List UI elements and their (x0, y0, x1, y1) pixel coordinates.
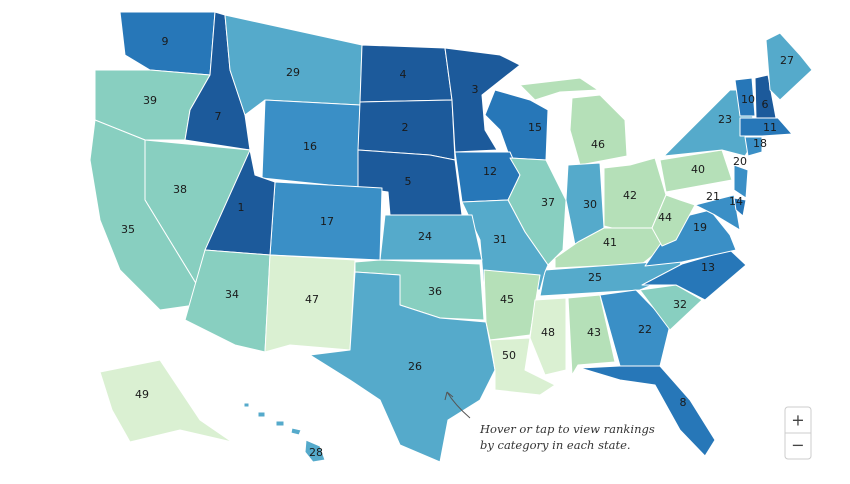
state[interactable] (519, 77, 628, 166)
state[interactable] (269, 181, 383, 261)
state[interactable] (264, 254, 356, 353)
state[interactable] (309, 271, 496, 463)
state[interactable] (89, 119, 201, 311)
state[interactable] (224, 14, 363, 116)
state[interactable] (243, 402, 326, 463)
state[interactable] (567, 294, 616, 376)
state[interactable] (641, 249, 747, 301)
state[interactable] (639, 284, 703, 331)
state[interactable] (261, 99, 361, 189)
state[interactable] (733, 197, 747, 217)
states (89, 11, 813, 463)
state[interactable] (659, 149, 733, 193)
state[interactable] (444, 47, 521, 153)
annotation-arrow (446, 391, 471, 419)
state[interactable] (119, 11, 216, 76)
zoom-control: + − (784, 406, 812, 460)
state[interactable] (644, 209, 737, 267)
annotation-line: by category in each state. (480, 438, 631, 452)
state[interactable] (579, 365, 716, 457)
state[interactable] (483, 269, 541, 341)
state[interactable] (744, 136, 763, 157)
annotation-line: Hover or tap to view rankings (479, 422, 655, 436)
state[interactable] (733, 164, 749, 199)
state[interactable] (359, 44, 453, 103)
zoom-in-button[interactable]: + (791, 411, 804, 430)
state[interactable] (765, 32, 813, 101)
state[interactable] (99, 359, 233, 443)
state[interactable] (599, 289, 671, 367)
state[interactable] (694, 194, 741, 231)
state[interactable] (529, 297, 567, 376)
state[interactable] (379, 214, 483, 261)
arrow-head (444, 391, 454, 401)
state[interactable] (734, 77, 756, 117)
state[interactable] (739, 117, 793, 137)
zoom-out-button[interactable]: − (791, 436, 804, 455)
state[interactable] (489, 337, 556, 396)
